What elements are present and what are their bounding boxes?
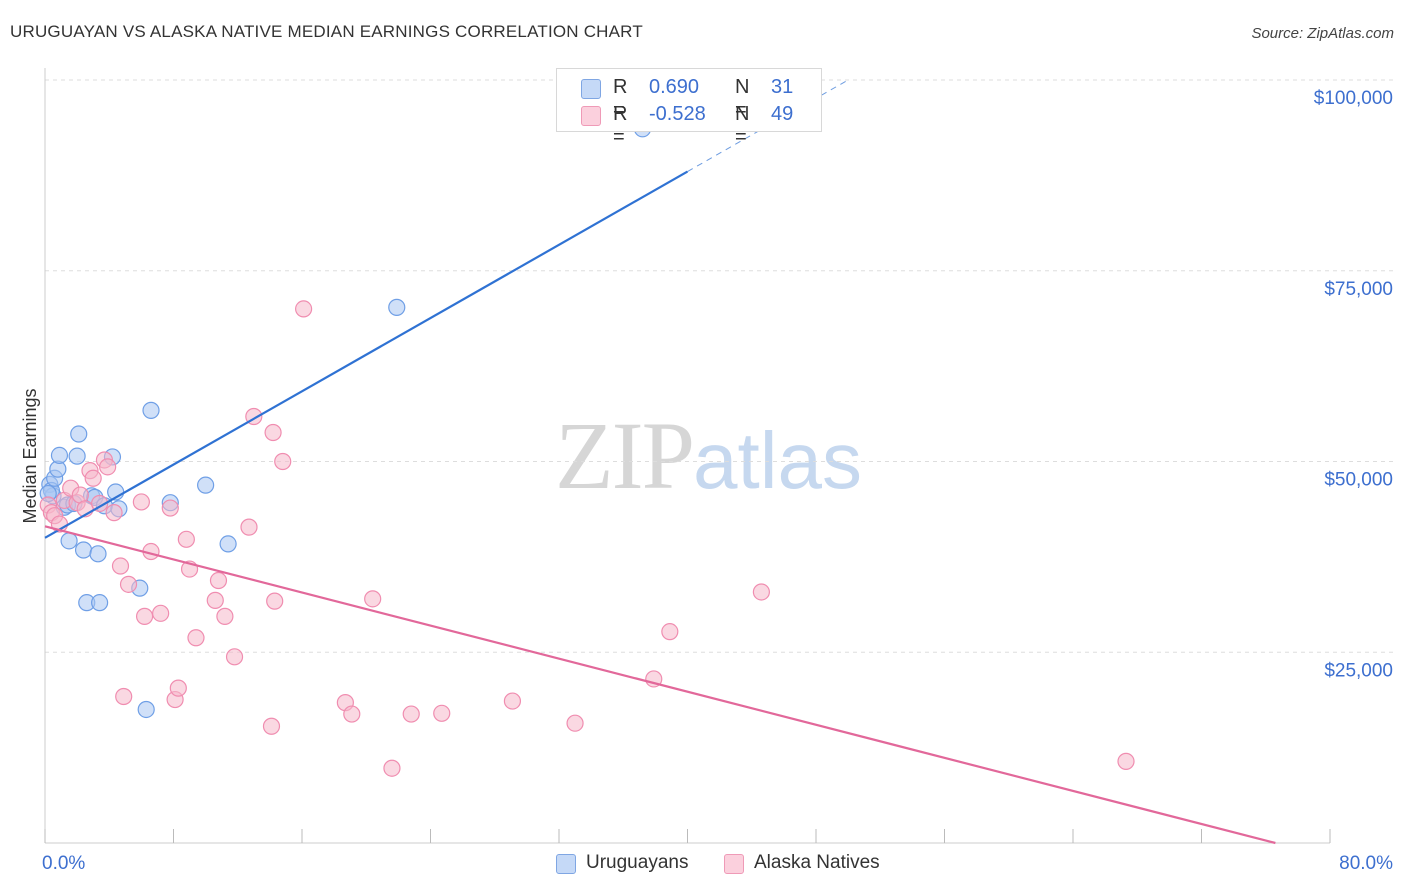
data-point [402,705,420,723]
data-point [60,532,78,550]
legend-n-value: 49 [771,103,794,125]
bottom-legend-label-alaska-natives: Alaska Natives [754,852,880,873]
data-point [137,700,155,719]
data-point [566,714,584,732]
legend-swatch-uruguayans [581,79,601,99]
data-point [89,545,107,563]
data-point [197,476,215,494]
data-point [225,648,244,666]
data-point [1117,752,1135,770]
y-tick-label: $100,000 [1314,88,1393,109]
legend-n-label: N = [735,76,750,121]
legend-n-label: N = [735,103,750,148]
data-point [50,446,69,464]
trend-line [44,170,689,539]
data-point [161,499,179,517]
y-tick-label: $50,000 [1324,470,1393,491]
data-point [383,759,401,777]
y-axis-title: Median Earnings [20,388,40,523]
data-point [152,604,170,622]
watermark-atlas: atlas [693,416,862,505]
data-point [343,705,361,723]
data-point [216,607,234,625]
y-tick-label: $25,000 [1324,660,1393,681]
watermark: ZIPatlas [555,400,862,511]
data-point [135,607,154,625]
data-point [91,494,109,513]
data-point [105,504,123,522]
data-point [661,623,679,641]
legend-r-label: R = [613,76,628,121]
bottom-legend-swatch-alaska-natives [724,854,744,874]
y-tick-label: $75,000 [1324,279,1393,300]
data-point [433,704,451,722]
data-point [99,458,117,476]
data-point [119,575,138,593]
bottom-legend-swatch-uruguayans [556,854,576,874]
data-point [262,717,281,735]
x-tick-label: 0.0% [42,853,85,874]
data-point [206,591,224,609]
data-point [364,590,382,608]
data-point [240,518,258,536]
data-point [70,425,88,443]
legend-r-value: -0.528 [649,103,706,125]
data-point [68,447,86,465]
data-point [84,469,102,487]
legend-swatch-alaska-natives [581,106,601,126]
data-point [177,530,195,548]
data-point [111,557,130,575]
data-point [74,541,93,559]
data-point [91,594,109,612]
data-point [187,629,205,647]
data-point [115,687,133,706]
trend-line [44,525,1276,845]
series-uruguayans [39,120,652,719]
data-point [274,452,292,471]
bottom-legend-label-uruguayans: Uruguayans [586,852,689,873]
chart-title: URUGUAYAN VS ALASKA NATIVE MEDIAN EARNIN… [10,22,643,41]
data-point [388,298,406,316]
data-point [266,592,284,610]
data-point [209,571,228,590]
data-point [295,300,313,318]
legend-r-label: R = [613,103,628,148]
data-point [752,583,770,601]
data-point [169,679,187,697]
correlation-legend: R = 0.690 N = 31 R = -0.528 N = 49 [556,68,822,148]
data-point [264,423,282,442]
legend-r-value: 0.690 [649,76,700,98]
data-point [142,401,160,419]
source-label: Source: ZipAtlas.com [1251,25,1394,42]
x-tick-label: 80.0% [1339,853,1393,874]
series-alaska-natives [39,300,1135,777]
data-point [132,493,150,511]
watermark-zip: ZIP [555,402,695,509]
data-point [503,692,522,710]
legend-n-value: 31 [771,76,794,98]
data-point [219,535,237,553]
